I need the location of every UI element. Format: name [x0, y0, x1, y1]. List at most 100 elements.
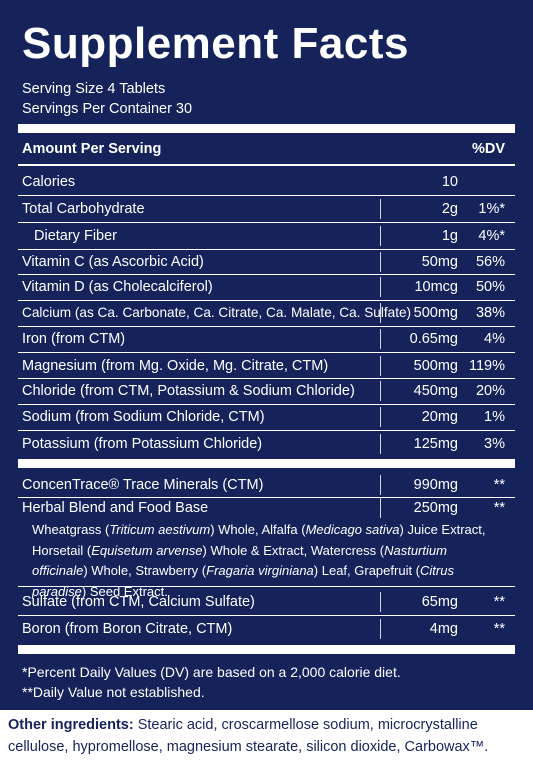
- nutrient-dv: **: [493, 477, 505, 493]
- botanical-name: Citrus paradise: [32, 563, 454, 599]
- dv-header: %DV: [472, 141, 506, 157]
- botanical-name: Medicago sativa: [305, 522, 400, 537]
- herbal-blend-ingredients: Wheatgrass (Triticum aestivum) Whole, Al…: [32, 520, 502, 602]
- nutrient-dv: 4%*: [478, 228, 505, 244]
- column-separator: [380, 329, 381, 349]
- column-separator: [380, 434, 381, 454]
- nutrient-amount: 1g: [441, 228, 458, 244]
- blend-text: Wheatgrass (: [32, 522, 110, 537]
- panel-title: Supplement Facts: [22, 19, 409, 68]
- nutrient-amount: 20mg: [421, 409, 458, 425]
- not-established-footnote: **Daily Value not established.: [22, 684, 205, 700]
- botanical-name: Fragaria virginiana: [206, 563, 314, 578]
- amount-per-serving-header: Amount Per Serving: [22, 141, 162, 157]
- nutrient-name: Herbal Blend and Food Base: [22, 500, 209, 516]
- blend-text: ) Leaf, Grapefruit (: [313, 563, 421, 578]
- serving-size: Serving Size 4 Tablets: [22, 81, 166, 97]
- column-separator: [380, 252, 381, 272]
- nutrient-name: Vitamin C (as Ascorbic Acid): [22, 254, 204, 270]
- nutrient-name: Chloride (from CTM, Potassium & Sodium C…: [22, 383, 355, 399]
- nutrient-name: Calcium (as Ca. Carbonate, Ca. Citrate, …: [22, 305, 412, 320]
- nutrient-amount: 500mg: [413, 358, 458, 374]
- column-separator: [380, 381, 381, 401]
- row-divider: [18, 378, 515, 379]
- nutrient-dv: 56%: [475, 254, 505, 270]
- other-ingredients: Other ingredients: Stearic acid, croscar…: [8, 714, 528, 758]
- nutrient-name: Sodium (from Sodium Chloride, CTM): [22, 409, 265, 425]
- nutrient-amount: 2g: [441, 201, 458, 217]
- row-divider: [18, 222, 515, 223]
- nutrient-amount: 990mg: [413, 477, 458, 493]
- row-divider: [18, 326, 515, 327]
- botanical-name: Triticum aestivum: [109, 522, 211, 537]
- row-divider: [18, 497, 515, 498]
- nutrient-amount: 125mg: [413, 436, 458, 452]
- nutrient-dv: **: [493, 594, 505, 610]
- blend-text: ) Whole & Extract, Watercress (: [202, 542, 385, 558]
- supplement-facts-panel: Supplement Facts Serving Size 4 Tablets …: [0, 0, 533, 710]
- nutrient-name: Potassium (from Potassium Chloride): [22, 436, 263, 452]
- nutrient-amount: 50mg: [421, 254, 458, 270]
- nutrient-amount: 10: [441, 174, 458, 190]
- blend-text: ) Seed Extract.: [81, 583, 168, 599]
- other-ingredients-label: Other ingredients:: [8, 717, 134, 733]
- nutrient-dv: 3%: [484, 436, 505, 452]
- header-divider: [18, 164, 515, 166]
- nutrient-dv: 1%*: [478, 201, 505, 217]
- blend-text: ) Whole, Alfalfa (: [210, 522, 306, 537]
- row-divider: [18, 249, 515, 250]
- row-divider: [18, 352, 515, 353]
- nutrient-name: Magnesium (from Mg. Oxide, Mg. Citrate, …: [22, 358, 329, 374]
- blend-text: ) Whole, Strawberry (: [83, 563, 207, 578]
- nutrient-amount: 250mg: [413, 500, 458, 516]
- nutrient-name: ConcenTrace® Trace Minerals (CTM): [22, 477, 264, 493]
- column-separator: [380, 303, 381, 323]
- nutrient-dv: 4%: [484, 331, 505, 347]
- thick-divider: [18, 645, 515, 654]
- column-separator: [380, 498, 381, 518]
- column-separator: [380, 277, 381, 297]
- nutrient-amount: 10mcg: [414, 279, 458, 295]
- nutrient-amount: 0.65mg: [409, 331, 458, 347]
- nutrient-name: Boron (from Boron Citrate, CTM): [22, 621, 233, 637]
- column-separator: [380, 226, 381, 246]
- nutrient-amount: 4mg: [429, 621, 458, 637]
- botanical-name: Nasturtium officinale: [32, 542, 447, 579]
- blend-text: ) Juice Extract, Horsetail (: [32, 522, 486, 558]
- row-divider: [18, 404, 515, 405]
- nutrient-amount: 500mg: [413, 305, 458, 321]
- nutrient-name: Calories: [22, 174, 76, 190]
- nutrient-name: Vitamin D (as Cholecalciferol): [22, 279, 213, 295]
- thick-divider: [18, 124, 515, 133]
- nutrient-dv: **: [493, 621, 505, 637]
- row-divider: [18, 300, 515, 301]
- thick-divider: [18, 459, 515, 468]
- row-divider: [18, 274, 515, 275]
- nutrient-dv: 50%: [475, 279, 505, 295]
- column-separator: [380, 407, 381, 427]
- dv-footnote: *Percent Daily Values (DV) are based on …: [22, 664, 401, 680]
- nutrient-dv: 1%: [484, 409, 505, 425]
- row-divider: [18, 615, 515, 616]
- nutrient-name: Total Carbohydrate: [22, 201, 145, 217]
- other-ingredients-text: Stearic acid, croscarmellose sodium, mic…: [8, 717, 489, 755]
- nutrient-name: Sulfate (from CTM, Calcium Sulfate): [22, 594, 255, 610]
- nutrient-dv: 20%: [475, 383, 505, 399]
- nutrient-dv: **: [493, 500, 505, 516]
- nutrient-dv: 119%: [468, 358, 505, 374]
- column-separator: [380, 592, 381, 612]
- nutrient-amount: 65mg: [421, 594, 458, 610]
- row-divider: [18, 586, 515, 587]
- servings-per-container: Servings Per Container 30: [22, 101, 193, 117]
- row-divider: [18, 195, 515, 196]
- column-separator: [380, 199, 381, 219]
- nutrient-name: Dietary Fiber: [34, 228, 117, 244]
- nutrient-name: Iron (from CTM): [22, 331, 126, 347]
- nutrient-amount: 450mg: [413, 383, 458, 399]
- botanical-name: Equisetum arvense: [91, 542, 203, 558]
- column-separator: [380, 356, 381, 376]
- row-divider: [18, 430, 515, 431]
- column-separator: [380, 619, 381, 639]
- nutrient-dv: 38%: [475, 305, 505, 321]
- column-separator: [380, 475, 381, 495]
